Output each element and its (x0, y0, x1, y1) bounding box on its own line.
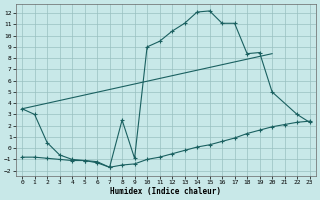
X-axis label: Humidex (Indice chaleur): Humidex (Indice chaleur) (110, 187, 221, 196)
